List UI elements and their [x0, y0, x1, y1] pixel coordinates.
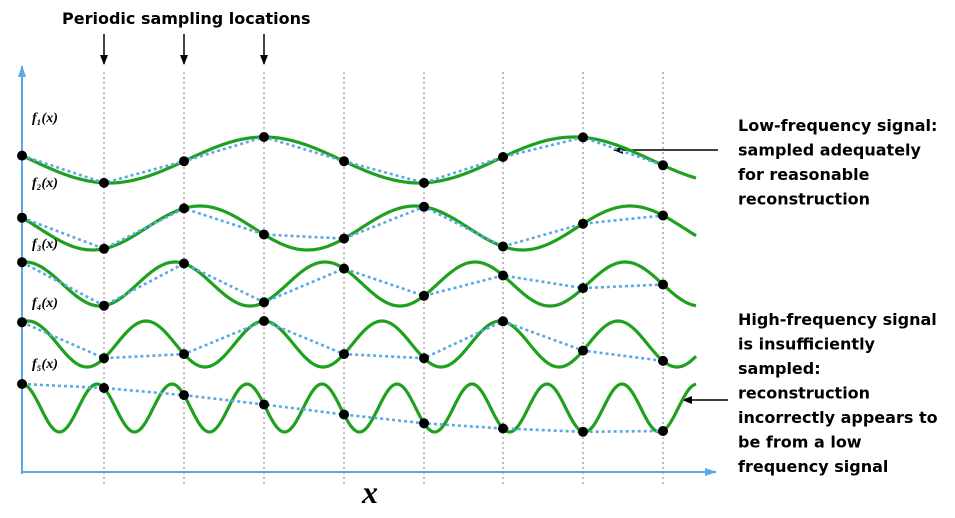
sample-point: [17, 150, 27, 161]
annotation-line: reconstruction: [738, 190, 870, 209]
sample-point: [259, 229, 269, 240]
sample-point: [17, 257, 27, 268]
annotation-line: reconstruction: [738, 384, 870, 403]
signal-curve: [21, 382, 697, 434]
sample-point: [259, 297, 269, 308]
reconstruction: [21, 261, 664, 308]
sample-point: [658, 210, 668, 221]
annotation-line: incorrectly appears to: [738, 408, 938, 427]
reconstruction: [21, 205, 664, 251]
sample-point: [658, 355, 668, 366]
sample-point: [658, 426, 668, 436]
sample-point: [578, 345, 588, 356]
sample-point: [179, 156, 189, 167]
signal-curve: [21, 319, 698, 369]
sample-point: [419, 418, 429, 429]
signal-curve: [21, 260, 697, 308]
sample-point: [498, 316, 508, 327]
sample-point: [99, 300, 109, 311]
sample-point: [179, 258, 189, 269]
signal-label: f₂(x): [32, 176, 58, 191]
signal-curve: [21, 204, 697, 252]
annotation-line: sampled:: [738, 359, 821, 378]
sample-point: [658, 160, 668, 171]
signal-label: f₅(x): [32, 357, 58, 372]
sample-point: [179, 390, 189, 401]
sample-point: [339, 409, 349, 420]
signal-label: f₁(x): [32, 111, 58, 126]
signal-label: f₄(x): [32, 296, 58, 311]
sample-point: [99, 177, 109, 188]
signal-label: f₃(x): [32, 237, 58, 252]
sample-point: [578, 132, 588, 143]
sample-point: [339, 233, 349, 244]
annotations: Low-frequency signal: sampled adequately f…: [738, 116, 938, 476]
sample-point: [339, 263, 349, 274]
annotation-line: High-frequency signal: [738, 310, 937, 329]
annotation-line: sampled adequately: [738, 141, 922, 160]
sample-point: [259, 132, 269, 142]
sample-point: [99, 353, 109, 364]
sample-point: [259, 316, 269, 326]
sample-point: [17, 212, 27, 223]
sample-point: [99, 243, 109, 254]
sample-point: [339, 156, 349, 167]
sample-lines: [103, 72, 664, 486]
sample-point: [578, 426, 588, 437]
annotation-line: Low-frequency signal:: [738, 116, 937, 135]
sample-point: [419, 290, 429, 301]
signals: f₁(x) f₂(x) f₃(x) f₄(x) f₅(x): [17, 111, 698, 437]
sample-point: [578, 218, 588, 229]
sample-point: [259, 399, 269, 410]
x-axis-label: x: [361, 474, 378, 510]
annotation-line: is insufficiently: [738, 335, 876, 354]
signal-curve: [21, 135, 697, 185]
sample-point: [658, 279, 668, 290]
sample-point: [99, 383, 109, 393]
sample-point: [419, 353, 429, 364]
annotation-line: frequency signal: [738, 457, 888, 476]
reconstruction: [21, 382, 664, 434]
sample-point: [498, 152, 508, 162]
sample-point: [498, 241, 508, 252]
sample-point: [578, 283, 588, 294]
sample-point: [339, 349, 349, 360]
sample-point: [419, 201, 429, 212]
sample-point: [179, 203, 189, 214]
sample-point: [498, 270, 508, 281]
sample-point: [179, 349, 189, 360]
sample-point: [17, 317, 27, 328]
title: Periodic sampling locations: [62, 9, 311, 28]
sample-point: [498, 423, 508, 434]
sample-point: [17, 379, 27, 389]
annotation-line: be from a low: [738, 433, 862, 452]
sample-point: [419, 177, 429, 188]
annotation-line: for reasonable: [738, 165, 870, 184]
